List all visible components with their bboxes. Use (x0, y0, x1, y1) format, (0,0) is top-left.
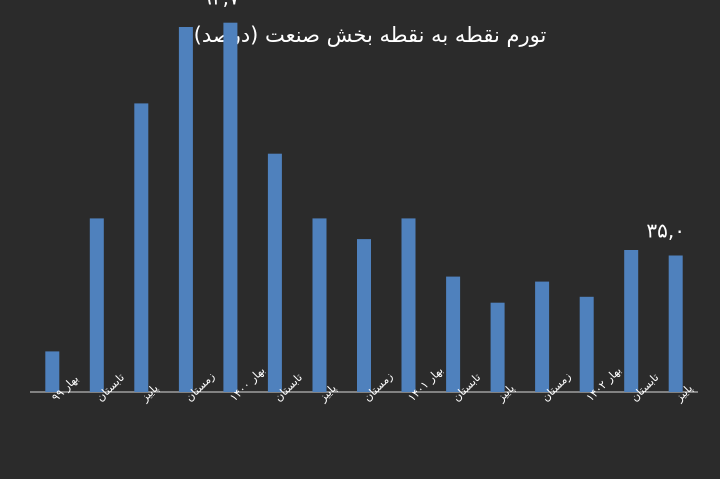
bar-4 (223, 22, 238, 392)
bar-2 (134, 103, 149, 393)
data-labels-group: ۹۴,۷ ۳۵,۰ (201, 0, 685, 243)
chart-title: تورم نقطه به نقطه بخش صنعت (درصد) (194, 23, 547, 47)
bar-10 (490, 302, 505, 392)
bar-1 (89, 218, 104, 392)
bar-7 (357, 239, 371, 392)
data-label-4: ۹۴,۷ (201, 0, 240, 10)
bar-6 (312, 218, 327, 392)
data-label-14: ۳۵,۰ (646, 219, 685, 243)
bar-14 (668, 255, 683, 392)
bar-13 (624, 250, 639, 392)
bar-3 (178, 27, 193, 392)
bar-12 (579, 296, 594, 392)
bar-9 (446, 276, 461, 392)
bar-0 (45, 351, 60, 392)
bar-11 (535, 281, 550, 392)
bar-5 (267, 153, 282, 392)
bar-8 (401, 218, 416, 392)
bars-group (45, 22, 683, 393)
